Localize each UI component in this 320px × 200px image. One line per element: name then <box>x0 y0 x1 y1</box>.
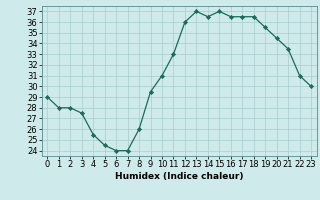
X-axis label: Humidex (Indice chaleur): Humidex (Indice chaleur) <box>115 172 244 181</box>
